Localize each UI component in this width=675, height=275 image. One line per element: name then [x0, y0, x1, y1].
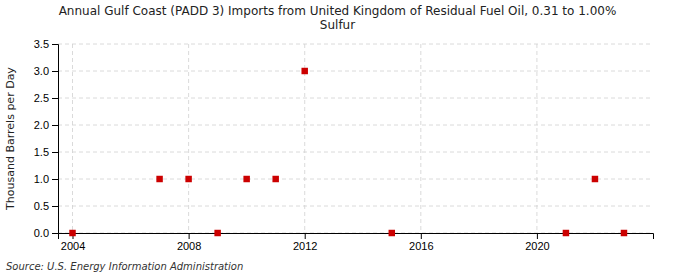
- title-line: Sulfur: [320, 18, 355, 32]
- grid: [58, 44, 653, 233]
- point: [272, 176, 278, 182]
- x-grid-line: [188, 44, 189, 233]
- y-axis-title: Thousand Barrels per Day: [4, 67, 17, 211]
- point: [185, 176, 191, 182]
- y-tick: 1.5: [34, 146, 58, 158]
- y-tick: 3.5: [34, 38, 58, 50]
- source-note: Source: U.S. Energy Information Administ…: [6, 261, 243, 272]
- y-tick-mark: [52, 152, 58, 153]
- y-tick-label: 0.5: [34, 200, 49, 212]
- y-tick-mark: [52, 125, 58, 126]
- x-tick-label: 2016: [409, 240, 433, 252]
- point: [214, 230, 220, 236]
- y-grid-line: [58, 98, 653, 99]
- y-tick-mark: [52, 44, 58, 45]
- y-tick-label: 3.0: [34, 65, 49, 77]
- title: Annual Gulf Coast (PADD 3) Imports from …: [59, 4, 617, 32]
- x-tick-mark: [421, 233, 422, 239]
- y-grid-line: [58, 206, 653, 207]
- x-tick: 2020: [525, 233, 549, 252]
- y-grid-line: [58, 125, 653, 126]
- y-tick-mark: [52, 98, 58, 99]
- x-tick: 2008: [177, 233, 201, 252]
- y-axis: 0.0 0.5 1.0 1.5 2.0 2.5 3.0 3.5: [34, 38, 59, 239]
- y-grid-line: [58, 152, 653, 153]
- y-tick-mark: [52, 71, 58, 72]
- point: [243, 176, 249, 182]
- y-axis-line: [52, 45, 59, 234]
- point: [389, 230, 395, 236]
- title-line: Annual Gulf Coast (PADD 3) Imports from …: [59, 4, 617, 18]
- y-tick-label: 1.5: [34, 146, 49, 158]
- y-tick-mark: [52, 179, 58, 180]
- plot-area: 2004 2008 2012 2016 2020 0.0 0.5 1.0 1.5 2.0 2.5 3.…: [34, 38, 654, 252]
- y-tick-label: 3.5: [34, 38, 49, 50]
- point: [592, 176, 598, 182]
- y-tick-mark: [52, 206, 58, 207]
- x-tick-mark: [189, 233, 190, 239]
- point: [563, 230, 569, 236]
- x-tick: 2016: [409, 233, 433, 252]
- x-tick-mark: [305, 233, 306, 239]
- point: [621, 230, 627, 236]
- x-grid-line: [536, 44, 537, 233]
- points: [69, 68, 627, 236]
- y-tick-label: 1.0: [34, 173, 49, 185]
- y-tick: 1.0: [34, 173, 58, 185]
- x-grid-line: [72, 44, 73, 233]
- x-tick-label: 2020: [525, 240, 549, 252]
- y-grid-line: [58, 44, 653, 45]
- y-tick: 2.5: [34, 92, 58, 104]
- x-tick-mark: [537, 233, 538, 239]
- y-tick-mark: [52, 233, 58, 234]
- y-tick-label: 2.0: [34, 119, 49, 131]
- x-tick-label: 2004: [61, 240, 85, 252]
- point: [301, 68, 307, 74]
- x-tick: 2012: [293, 233, 317, 252]
- y-tick: 3.0: [34, 65, 58, 77]
- x-tick-label: 2012: [293, 240, 317, 252]
- y-grid-line: [58, 179, 653, 180]
- y-tick: 0.0: [34, 227, 58, 239]
- point: [156, 176, 162, 182]
- y-tick-label: 0.0: [34, 227, 49, 239]
- x-grid-line: [420, 44, 421, 233]
- y-tick-label: 2.5: [34, 92, 49, 104]
- point: [69, 230, 75, 236]
- x-tick-label: 2008: [177, 240, 201, 252]
- y-grid-line: [58, 71, 653, 72]
- y-tick: 0.5: [34, 200, 58, 212]
- chart: 2004 2008 2012 2016 2020 0.0 0.5 1.0 1.5 2.0 2.5 3.…: [0, 0, 675, 275]
- y-tick: 2.0: [34, 119, 58, 131]
